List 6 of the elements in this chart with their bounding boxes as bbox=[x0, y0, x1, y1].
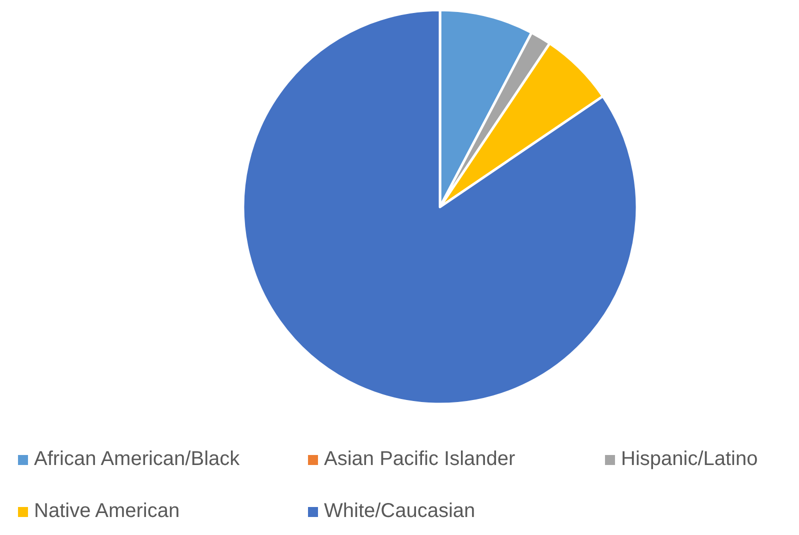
legend-label: Asian Pacific Islander bbox=[324, 448, 516, 470]
pie-slice bbox=[242, 8, 638, 406]
legend-label: Hispanic/Latino bbox=[621, 448, 758, 470]
legend-label: White/Caucasian bbox=[324, 500, 476, 522]
legend-label: African American/Black bbox=[34, 448, 241, 470]
legend-label: Native American bbox=[34, 500, 180, 522]
